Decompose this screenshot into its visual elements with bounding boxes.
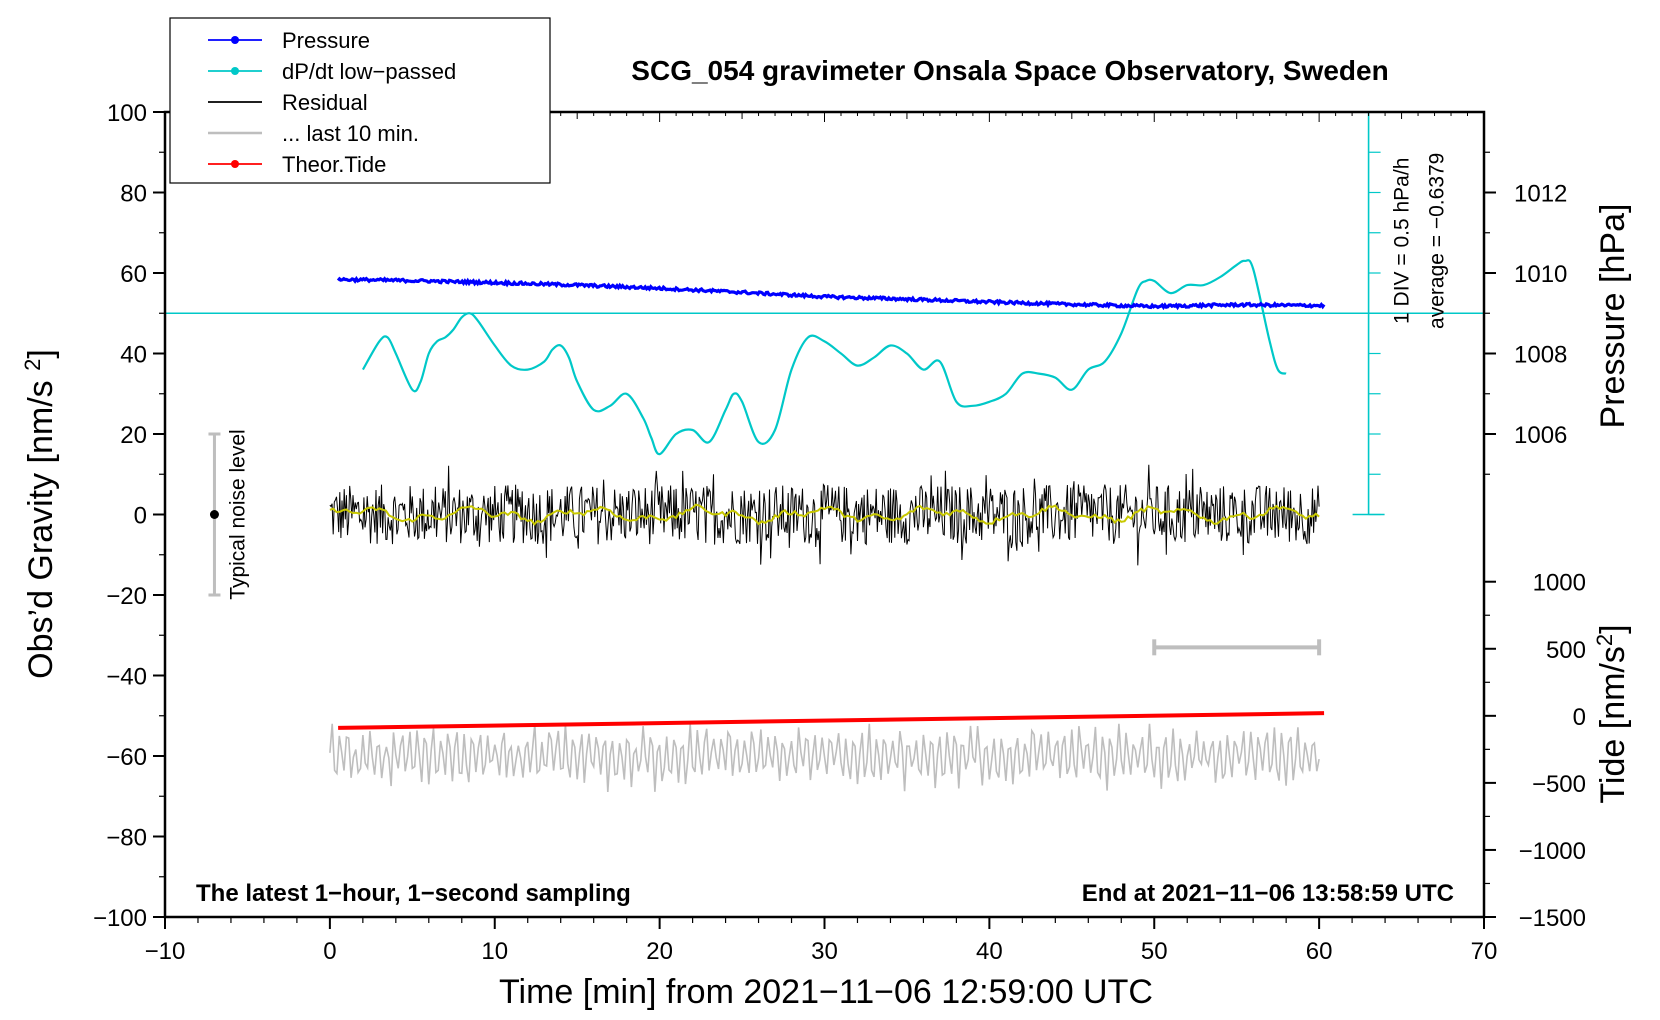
y-tick-label: 20 bbox=[120, 422, 147, 449]
y-axis-title-left: Obs’d Gravity [nm/s 2] bbox=[20, 349, 60, 679]
pressure-tick-label: 1006 bbox=[1514, 422, 1567, 449]
dpdt-series bbox=[165, 259, 1484, 456]
tide-tick-label: −1500 bbox=[1519, 905, 1586, 932]
legend: Pressure dP/dt low−passed Residual ... last… bbox=[169, 17, 551, 184]
residual-line bbox=[329, 464, 1320, 566]
legend-marker bbox=[231, 67, 239, 75]
y-tick-label: 0 bbox=[134, 503, 147, 530]
x-tick-label: 70 bbox=[1471, 938, 1498, 965]
y-tick-label: −40 bbox=[106, 664, 147, 691]
x-tick-label: 0 bbox=[323, 938, 336, 965]
tide-tick-label: 1000 bbox=[1533, 570, 1586, 597]
noise-label: Typical noise level bbox=[226, 429, 249, 599]
pressure-tick-label: 1008 bbox=[1514, 342, 1567, 369]
tide-line bbox=[338, 711, 1325, 730]
dpdt-scale-div-label: 1 DIV = 0.5 hPa/h bbox=[1391, 158, 1414, 324]
legend-label: dP/dt low−passed bbox=[282, 59, 456, 84]
x-tick-label: 10 bbox=[481, 938, 508, 965]
pressure-tick-label: 1010 bbox=[1514, 261, 1567, 288]
pressure-line bbox=[336, 275, 1326, 311]
tide-axis-title-superscript: 2 bbox=[1592, 634, 1617, 646]
tide-axis-title-part: Tide [nm/s bbox=[1594, 646, 1632, 803]
dpdt-line bbox=[361, 259, 1287, 456]
tide-tick-label: −500 bbox=[1532, 771, 1586, 798]
tide-tick-label: −1000 bbox=[1519, 838, 1586, 865]
residual-smoothed-series bbox=[329, 503, 1320, 526]
tide-axis-title-tail: ] bbox=[1594, 624, 1632, 633]
y-tick-label: 40 bbox=[120, 342, 147, 369]
y-tick-label: −20 bbox=[106, 583, 147, 610]
footer-right: End at 2021−11−06 13:58:59 UTC bbox=[1082, 880, 1454, 907]
legend-label: Residual bbox=[282, 90, 368, 115]
axes: −10 0 10 20 30 40 50 60 70100806040200−20−40−60−… bbox=[93, 100, 1586, 965]
legend-marker bbox=[231, 36, 239, 44]
y-tick-label: 60 bbox=[120, 261, 147, 288]
tide-axis-title: Tide [nm/s2] bbox=[1592, 624, 1632, 803]
dpdt-scale-avg-label: average = −0.6379 bbox=[1426, 153, 1449, 329]
tide-series bbox=[338, 711, 1325, 730]
footer-left: The latest 1−hour, 1−second sampling bbox=[196, 880, 631, 907]
x-axis-title: Time [min] from 2021−11−06 12:59:00 UTC bbox=[499, 973, 1153, 1011]
y-axis-title-left-text: Obs’d Gravity [nm/s bbox=[22, 380, 60, 679]
y-tick-label: 80 bbox=[120, 181, 147, 208]
pressure-series bbox=[336, 275, 1326, 311]
pressure-axis-title: Pressure [hPa] bbox=[1594, 204, 1632, 429]
residual-smoothed-line bbox=[329, 503, 1320, 526]
y-axis-title-superscript: 2 bbox=[20, 359, 45, 371]
annotations: Typical noise level 1 DIV = 0.5 hPa/h aver… bbox=[208, 111, 1449, 656]
legend-label: Pressure bbox=[282, 28, 370, 53]
noise-center-dot bbox=[209, 510, 219, 519]
legend-box bbox=[169, 17, 551, 184]
y-tick-label: −100 bbox=[93, 905, 147, 932]
y-tick-label: −80 bbox=[106, 825, 147, 852]
residual-series bbox=[329, 464, 1320, 566]
legend-label: ... last 10 min. bbox=[282, 121, 419, 146]
legend-marker bbox=[231, 160, 239, 168]
y-axis-title-tail: ] bbox=[22, 349, 60, 358]
last-10-min-line bbox=[329, 723, 1320, 793]
y-tick-label: 100 bbox=[107, 100, 147, 127]
x-tick-label: 40 bbox=[976, 938, 1003, 965]
y-tick-label: −60 bbox=[106, 744, 147, 771]
chart-title: SCG_054 gravimeter Onsala Space Observat… bbox=[631, 55, 1388, 86]
x-tick-label: 30 bbox=[811, 938, 838, 965]
x-tick-label: 20 bbox=[646, 938, 673, 965]
last-10-min-series bbox=[329, 723, 1320, 793]
pressure-tick-label: 1012 bbox=[1514, 181, 1567, 208]
tide-tick-label: 500 bbox=[1546, 637, 1586, 664]
x-tick-label: −10 bbox=[145, 938, 186, 965]
x-tick-label: 60 bbox=[1306, 938, 1333, 965]
legend-label: Theor.Tide bbox=[282, 152, 386, 177]
tide-tick-label: 0 bbox=[1573, 704, 1586, 731]
x-tick-label: 50 bbox=[1141, 938, 1168, 965]
